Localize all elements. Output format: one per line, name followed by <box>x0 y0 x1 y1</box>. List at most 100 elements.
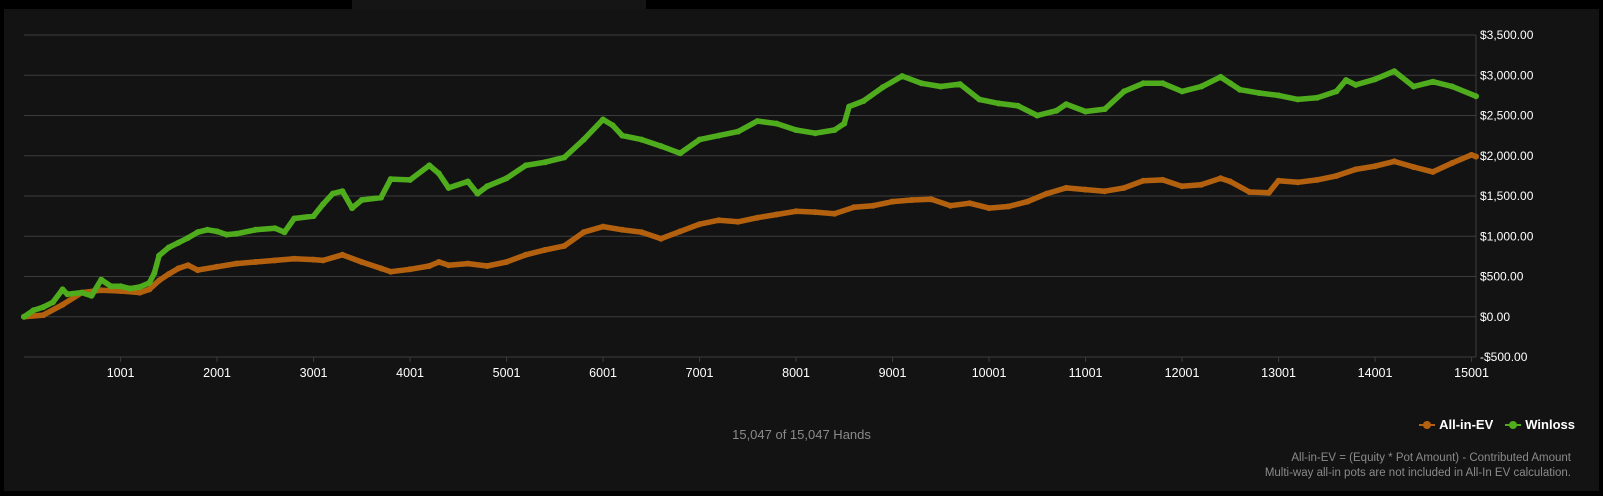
data-point-winloss <box>127 285 134 292</box>
data-point-all-in-ev <box>735 218 742 225</box>
data-point-winloss <box>223 231 230 238</box>
data-point-all-in-ev <box>1372 163 1378 170</box>
data-point-all-in-ev <box>146 286 153 293</box>
data-point-winloss <box>846 103 853 110</box>
data-point-winloss <box>233 230 240 237</box>
chart-panel: $3,500.00 $3,000.00 $2,500.00 $2,000.00 $1,5… <box>4 9 1599 491</box>
data-point-all-in-ev <box>1082 186 1089 193</box>
data-point-winloss <box>957 81 963 88</box>
data-point-all-in-ev <box>1217 175 1224 182</box>
data-point-winloss <box>175 239 182 246</box>
line-chart: $3,500.00 $3,000.00 $2,500.00 $2,000.00 $1,5… <box>21 28 1534 380</box>
data-point-all-in-ev <box>194 267 201 274</box>
data-point-winloss <box>1063 101 1070 108</box>
legend-item-all-in-ev[interactable]: All-in-EV <box>1419 417 1493 432</box>
data-point-winloss <box>1227 80 1234 87</box>
data-point-winloss <box>657 143 664 150</box>
y-tick-label: $1,500.00 <box>1480 189 1534 203</box>
data-point-all-in-ev <box>870 202 877 209</box>
data-point-winloss <box>542 159 549 166</box>
data-point-winloss <box>484 183 491 190</box>
data-point-winloss <box>165 244 172 251</box>
data-point-winloss <box>696 136 703 143</box>
data-point-winloss <box>1333 88 1340 95</box>
data-point-all-in-ev <box>1043 190 1050 197</box>
data-point-all-in-ev <box>214 263 220 270</box>
data-point-winloss <box>426 162 433 169</box>
data-point-winloss <box>40 304 47 311</box>
data-point-all-in-ev <box>889 198 896 205</box>
data-point-winloss <box>281 229 288 236</box>
data-point-all-in-ev <box>271 257 278 264</box>
y-tick-label: $0.00 <box>1480 310 1510 324</box>
data-point-all-in-ev <box>484 263 491 269</box>
x-tick-label: 10001 <box>972 366 1007 380</box>
data-point-winloss <box>1236 86 1243 93</box>
data-point-winloss <box>918 80 925 87</box>
data-point-all-in-ev <box>619 226 626 233</box>
data-point-all-in-ev <box>1246 189 1253 195</box>
data-point-winloss <box>1410 83 1417 90</box>
data-point-all-in-ev <box>175 265 182 272</box>
data-point-winloss <box>156 252 163 259</box>
data-point-winloss <box>812 130 819 137</box>
chart-legend: All-in-EV Winloss <box>1419 417 1575 432</box>
data-point-winloss <box>49 299 56 306</box>
data-point-winloss <box>841 120 848 127</box>
data-point-winloss <box>561 154 568 161</box>
data-point-all-in-ev <box>185 262 191 269</box>
data-point-winloss <box>291 215 298 222</box>
legend-item-winloss[interactable]: Winloss <box>1505 417 1575 432</box>
data-point-all-in-ev <box>464 260 471 267</box>
data-point-winloss <box>151 270 158 277</box>
data-point-winloss <box>522 162 529 169</box>
data-point-winloss <box>271 225 278 232</box>
data-point-all-in-ev <box>1005 203 1012 210</box>
data-point-all-in-ev <box>908 197 915 203</box>
data-point-all-in-ev <box>1352 166 1359 173</box>
data-point-all-in-ev <box>387 268 394 275</box>
x-tick-label: 2001 <box>203 366 231 380</box>
data-point-all-in-ev <box>1473 153 1479 160</box>
legend-label: Winloss <box>1525 417 1575 432</box>
data-point-winloss <box>1101 106 1108 113</box>
data-point-winloss <box>1082 108 1089 115</box>
data-point-winloss <box>30 307 37 314</box>
data-point-all-in-ev <box>291 255 298 262</box>
data-point-all-in-ev <box>310 256 317 263</box>
data-point-all-in-ev <box>435 259 442 265</box>
data-point-all-in-ev <box>677 228 684 235</box>
data-point-all-in-ev <box>252 259 259 265</box>
data-point-winloss <box>204 226 211 233</box>
data-point-winloss <box>1217 73 1224 80</box>
data-point-all-in-ev <box>1449 160 1456 166</box>
data-point-winloss <box>1034 112 1041 119</box>
hands-count-label: 15,047 of 15,047 Hands <box>732 427 871 442</box>
data-point-all-in-ev <box>378 265 384 272</box>
data-point-all-in-ev <box>426 263 433 269</box>
data-point-winloss <box>1473 93 1479 100</box>
data-point-winloss <box>1159 80 1166 87</box>
data-point-winloss <box>407 176 413 183</box>
data-point-winloss <box>677 150 684 157</box>
data-point-all-in-ev <box>715 217 722 224</box>
data-point-winloss <box>349 205 356 212</box>
data-point-all-in-ev <box>1275 177 1282 184</box>
data-point-winloss <box>310 213 317 220</box>
data-point-winloss <box>831 127 838 133</box>
y-tick-label: $2,000.00 <box>1480 149 1534 163</box>
data-point-winloss <box>378 194 384 201</box>
data-point-all-in-ev <box>156 277 163 284</box>
data-point-winloss <box>88 292 95 299</box>
data-point-winloss <box>1372 76 1378 83</box>
data-point-all-in-ev <box>358 259 365 265</box>
data-point-all-in-ev <box>1468 151 1475 158</box>
data-point-winloss <box>715 132 722 139</box>
data-point-winloss <box>995 100 1002 107</box>
data-point-all-in-ev <box>638 229 645 236</box>
data-point-winloss <box>1429 78 1436 85</box>
data-point-winloss <box>320 201 327 208</box>
data-point-all-in-ev <box>522 251 529 258</box>
x-tick-label: 7001 <box>686 366 714 380</box>
data-point-winloss <box>754 118 761 125</box>
